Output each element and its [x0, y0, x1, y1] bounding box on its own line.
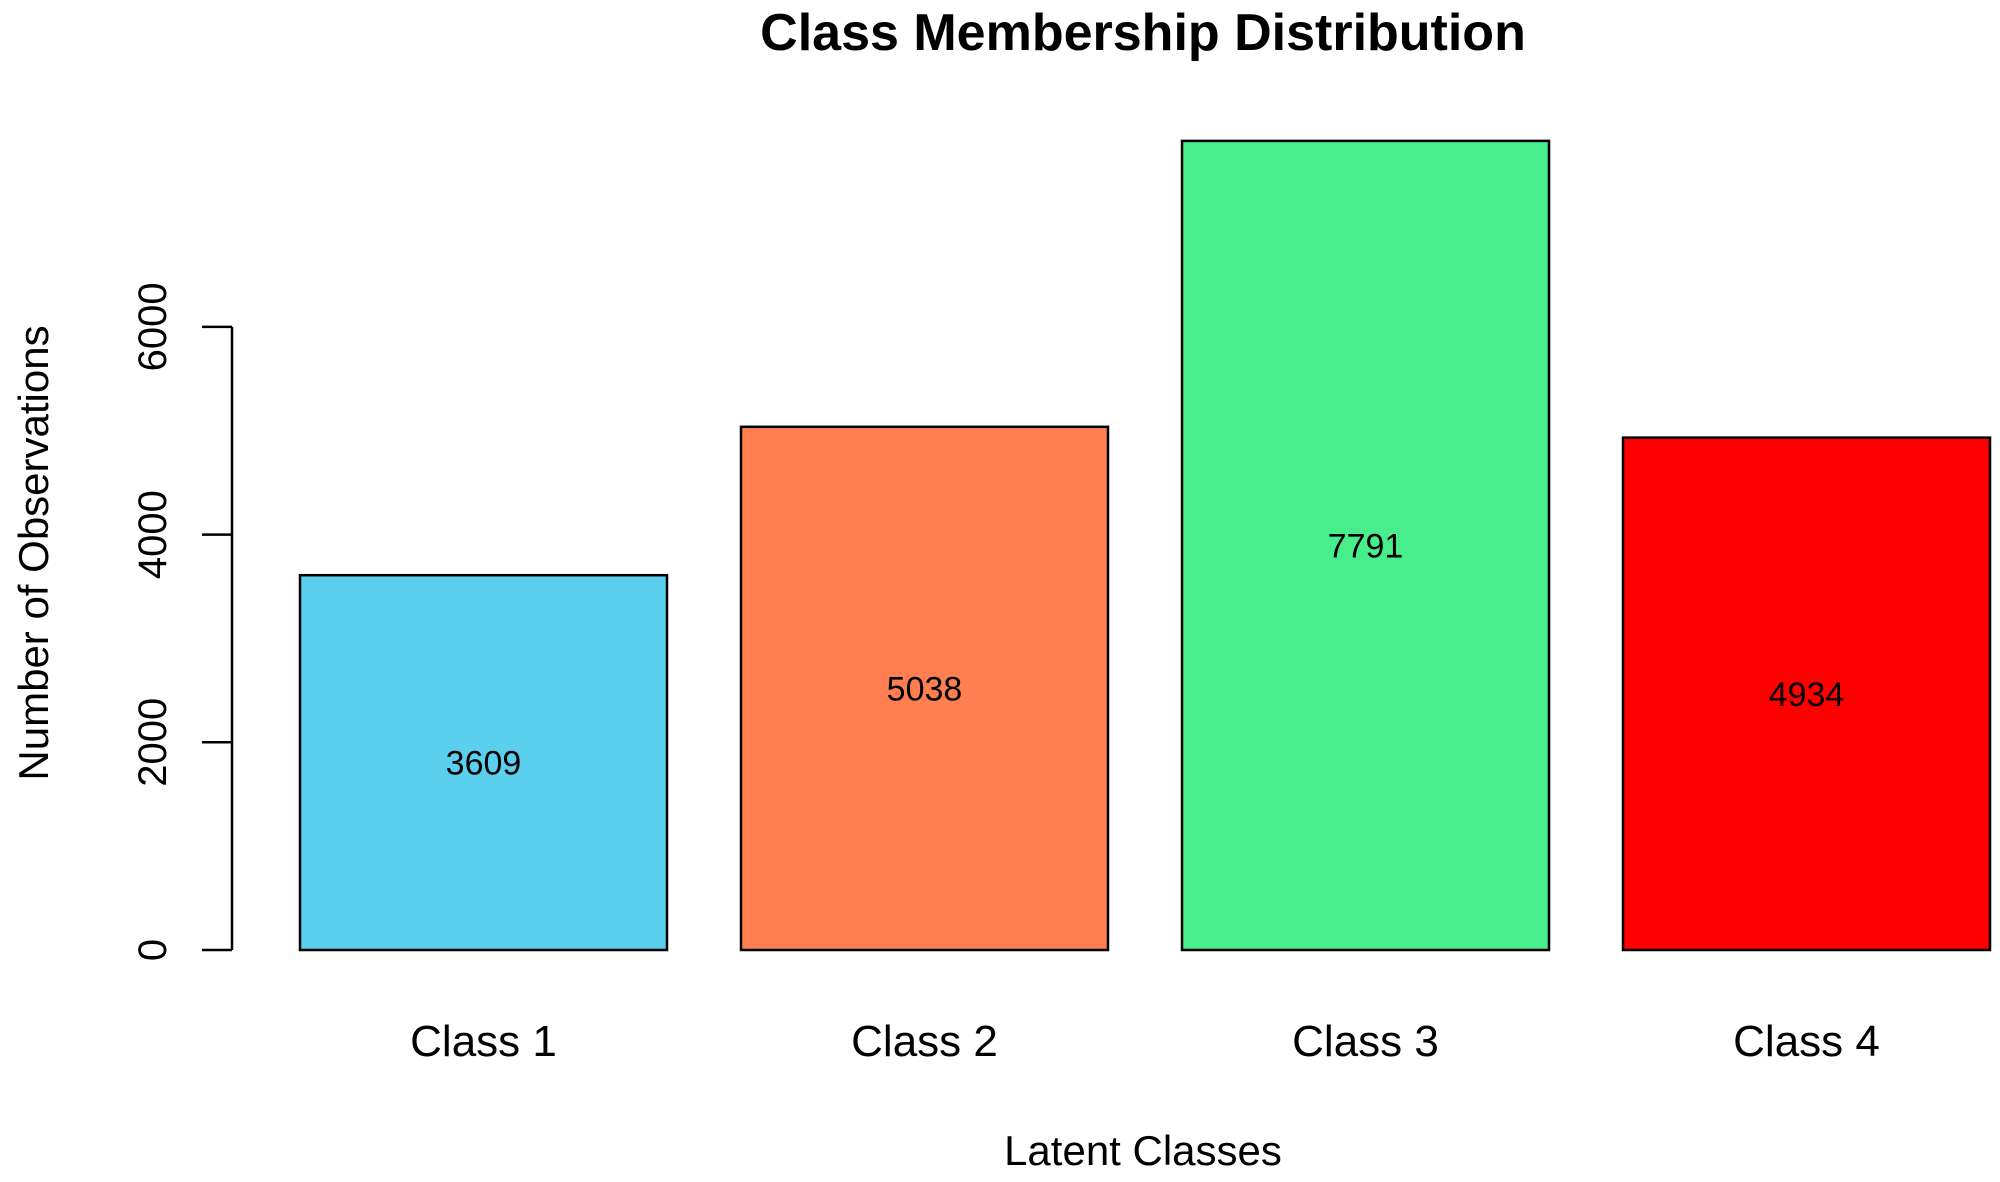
bar-value-label: 5038	[887, 670, 963, 708]
x-tick-label: Class 3	[1292, 1017, 1439, 1066]
chart-title: Class Membership Distribution	[760, 4, 1526, 62]
bars: 3609 5038 7791 4934	[298, 139, 1992, 952]
x-tick-label: Class 1	[410, 1017, 557, 1066]
y-tick-label: 6000	[131, 282, 175, 371]
y-axis: 0 2000 4000 6000	[131, 282, 234, 961]
bar-value-label: 4934	[1769, 676, 1845, 714]
y-tick-label: 2000	[131, 698, 175, 787]
bar-value-label: 3609	[446, 745, 522, 783]
x-tick-label: Class 2	[851, 1017, 998, 1066]
category-labels: Class 1 Class 2 Class 3 Class 4	[410, 1017, 1880, 1066]
bar	[1621, 436, 1992, 952]
bar-value-label: 7791	[1328, 527, 1404, 565]
bar	[298, 573, 669, 952]
y-tick-label: 4000	[131, 490, 175, 579]
bar	[1180, 139, 1551, 952]
y-tick-label: 0	[131, 939, 175, 961]
y-axis-title: Number of Observations	[10, 325, 57, 780]
bar	[739, 425, 1110, 952]
x-tick-label: Class 4	[1733, 1017, 1880, 1066]
x-axis-title: Latent Classes	[1004, 1127, 1282, 1174]
